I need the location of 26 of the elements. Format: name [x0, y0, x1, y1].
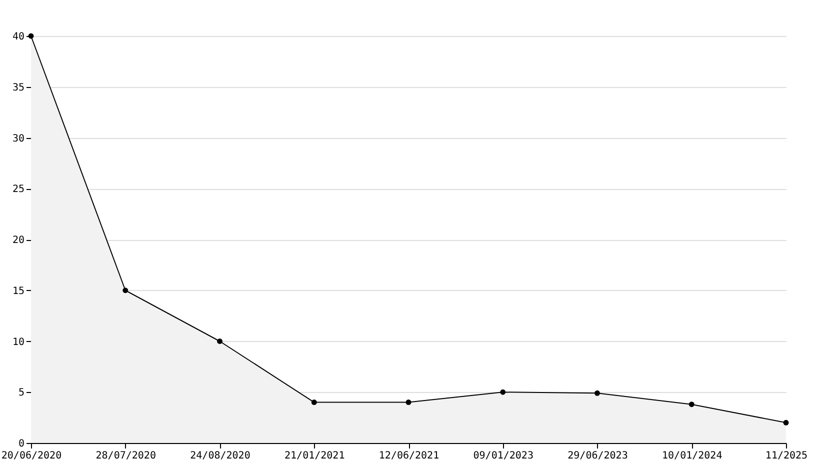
point: [406, 400, 412, 406]
x-tick-label: 10/01/2024: [662, 450, 722, 462]
y-tick-label: 0: [18, 438, 24, 450]
y-tick-label: 25: [12, 184, 24, 196]
y-tick-label: 15: [12, 286, 24, 297]
point: [311, 400, 317, 406]
point: [783, 420, 789, 426]
x-tick-label: 09/01/2023: [473, 450, 534, 462]
x-tick-label: 28/07/2020: [96, 450, 156, 462]
point: [122, 288, 128, 294]
point: [594, 390, 600, 396]
y-tick-label: 35: [12, 82, 24, 94]
point: [688, 402, 694, 408]
x-tick-label: 12/06/2021: [378, 450, 440, 462]
y-tick-label: 20: [12, 235, 24, 246]
x-tick-label: 24/08/2020: [190, 450, 250, 462]
x-tick-label: 21/01/2021: [284, 450, 345, 462]
y-tick-label: 10: [12, 336, 24, 348]
x-tick-label: 29/06/2023: [568, 450, 628, 462]
x-tick-label: 11/2025: [765, 450, 808, 462]
y-tick-label: 30: [12, 133, 24, 144]
point: [500, 389, 506, 395]
point: [217, 338, 222, 344]
x-tick-label: 20/06/2020: [1, 450, 62, 462]
y-tick-label: 40: [12, 32, 24, 42]
y-tick-label: 5: [18, 388, 24, 399]
